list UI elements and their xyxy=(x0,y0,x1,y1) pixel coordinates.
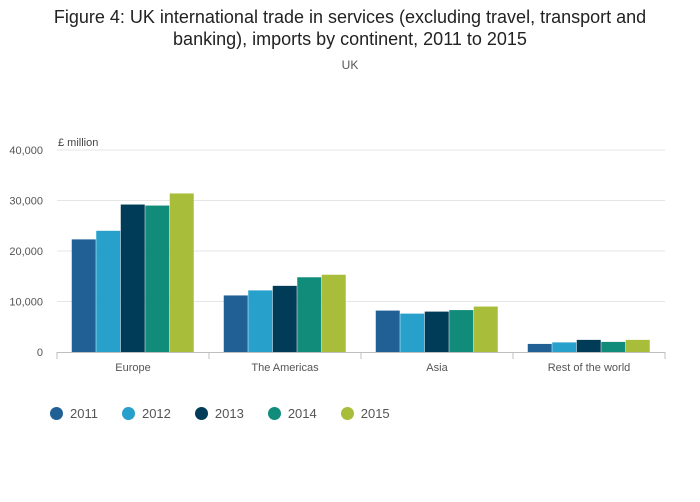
legend-swatch xyxy=(340,407,354,420)
legend-swatch xyxy=(121,407,135,420)
bar-2014-asia[interactable] xyxy=(449,310,474,352)
bar-2015-rest-of-the-world[interactable] xyxy=(625,339,650,352)
chart-title-line-2: banking), imports by continent, 2011 to … xyxy=(173,29,527,49)
legend-item-2014[interactable]: 2014 xyxy=(267,406,317,421)
bar-2012-europe[interactable] xyxy=(96,230,121,352)
bar-2015-asia[interactable] xyxy=(473,306,498,352)
chart-title-line-1: Figure 4: UK international trade in serv… xyxy=(53,7,647,27)
bar-2011-the-americas[interactable] xyxy=(223,295,248,352)
legend-item-2011[interactable]: 2011 xyxy=(50,406,98,421)
bar-2011-asia[interactable] xyxy=(375,310,400,352)
y-tick-label: 30,000 xyxy=(9,196,43,208)
y-axis-unit-label: £ million xyxy=(58,137,98,149)
chart-subtitle: UK xyxy=(341,58,359,72)
bar-2012-rest-of-the-world[interactable] xyxy=(552,342,577,352)
bar-2011-rest-of-the-world[interactable] xyxy=(527,343,552,352)
x-tick-label: Asia xyxy=(426,362,448,374)
legend-label: 2015 xyxy=(360,406,390,421)
x-tick-label: Europe xyxy=(115,362,150,374)
bars xyxy=(71,193,650,352)
legend-label: 2012 xyxy=(141,406,171,421)
bar-2012-the-americas[interactable] xyxy=(248,290,273,352)
y-tick-label: 10,000 xyxy=(9,297,43,309)
bar-2014-europe[interactable] xyxy=(145,205,170,352)
y-tick-label: 20,000 xyxy=(9,246,43,258)
bar-2014-rest-of-the-world[interactable] xyxy=(601,341,626,352)
x-axis: Europe The Americas Asia Rest of the world xyxy=(56,352,666,374)
y-axis: 0 10,000 20,000 30,000 40,000 xyxy=(9,145,43,359)
bar-2013-asia[interactable] xyxy=(424,311,449,352)
y-tick-label: 0 xyxy=(37,347,43,359)
bar-2015-europe[interactable] xyxy=(169,193,194,352)
legend-item-2015[interactable]: 2015 xyxy=(340,406,390,421)
legend-swatch xyxy=(194,407,208,420)
chart-title: Figure 4: UK international trade in serv… xyxy=(0,6,700,50)
bar-2013-rest-of-the-world[interactable] xyxy=(576,339,601,352)
bar-2015-the-americas[interactable] xyxy=(321,274,346,352)
bar-2012-asia[interactable] xyxy=(400,313,425,352)
bar-2013-the-americas[interactable] xyxy=(272,285,297,352)
bar-chart: 0 10,000 20,000 30,000 40,000 £ million Euro… xyxy=(9,137,666,374)
legend-label: 2013 xyxy=(214,406,244,421)
bar-2013-europe[interactable] xyxy=(120,204,145,352)
bar-2011-europe[interactable] xyxy=(71,239,96,352)
bar-2014-the-americas[interactable] xyxy=(297,277,322,352)
legend-label: 2014 xyxy=(287,406,317,421)
legend-swatch xyxy=(50,407,63,420)
x-tick-label: The Americas xyxy=(251,362,319,374)
legend-swatch xyxy=(267,407,281,420)
legend-item-2013[interactable]: 2013 xyxy=(194,406,244,421)
legend: 2011 2012 2013 2014 2015 xyxy=(50,406,414,421)
x-tick-label: Rest of the world xyxy=(548,362,631,374)
legend-label: 2011 xyxy=(70,406,98,421)
y-tick-label: 40,000 xyxy=(9,145,43,157)
legend-item-2012[interactable]: 2012 xyxy=(121,406,171,421)
